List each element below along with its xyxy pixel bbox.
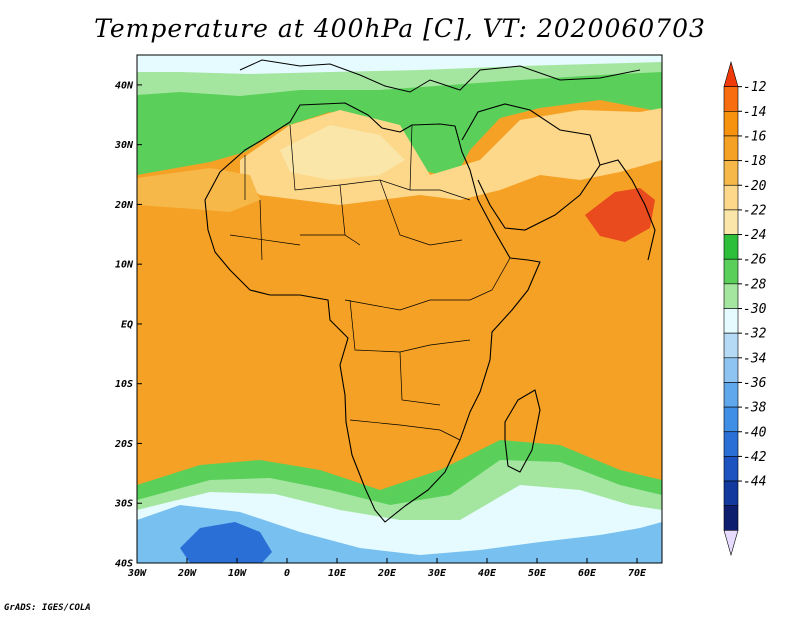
- colorbar-label: -28: [743, 277, 767, 292]
- country-borders: [229, 124, 511, 441]
- colorbar-label: -26: [743, 253, 767, 268]
- india-coast: [599, 159, 656, 261]
- longitude-labels: 30W 20W 10W 0 10E 20E 30E 40E 50E 60E 70E: [127, 568, 647, 579]
- colorbar-label: -42: [743, 450, 767, 465]
- lat-label-eq: EQ: [121, 319, 133, 330]
- colorbar-label: -12: [743, 80, 767, 95]
- lat-label-10n: 10N: [115, 260, 134, 271]
- colorbar-swatch: [723, 209, 739, 235]
- lat-label-30s: 30S: [114, 499, 133, 510]
- europe-coast: [239, 59, 641, 93]
- colorbar-labels: -12 -14 -16 -18 -20 -22 -24 -26 -28 -30 -32 -34 -36 -…: [738, 80, 767, 490]
- colorbar-label: -44: [743, 475, 766, 490]
- lon-label-0: 0: [284, 568, 290, 579]
- lon-label-30w: 30W: [127, 568, 147, 579]
- pale-yellow-light: [280, 125, 405, 180]
- colorbar-label: -32: [743, 327, 767, 342]
- arabian-sea-hot-spot: [585, 188, 655, 242]
- cold-core: [180, 522, 272, 563]
- colorbar-swatch: [723, 431, 739, 457]
- colorbar-swatch: [723, 184, 739, 211]
- colorbar-swatch: [723, 60, 739, 87]
- latitude-ticks: [137, 84, 142, 564]
- coastlines: [204, 102, 541, 523]
- colorbar-swatch: [723, 283, 739, 309]
- grads-credit: GrADS: IGES/COLA: [4, 603, 91, 613]
- lat-label-20n: 20N: [114, 200, 134, 211]
- lon-label-60e: 60E: [578, 568, 597, 579]
- colorbar-label: -14: [743, 105, 766, 120]
- lon-label-50e: 50E: [528, 568, 547, 579]
- lon-label-40e: 40E: [478, 568, 497, 579]
- lat-label-40n: 40N: [115, 80, 134, 91]
- lon-label-20w: 20W: [177, 568, 197, 579]
- colorbar-swatch: [723, 332, 739, 359]
- colorbar-swatch: [723, 480, 739, 506]
- colorbar-swatch: [723, 456, 739, 482]
- west-africa-light-orange: [137, 168, 260, 212]
- map-frame: [136, 54, 663, 564]
- colorbar-label: -40: [743, 425, 767, 440]
- colorbar-swatch: [723, 86, 739, 112]
- colorbar-swatch: [723, 160, 739, 186]
- colorbar-swatch: [723, 530, 739, 557]
- colorbar-swatch: [723, 111, 739, 137]
- colorbar-swatch: [723, 406, 739, 433]
- colorbar-swatch: [723, 234, 739, 260]
- temperature-field: [137, 55, 662, 563]
- lon-label-10w: 10W: [228, 568, 247, 579]
- colorbar-label: -34: [743, 351, 766, 366]
- colorbar-swatch: [723, 505, 739, 531]
- colorbar-label: -38: [743, 401, 767, 416]
- colorbar-label: -36: [743, 376, 767, 391]
- lon-label-30e: 30E: [427, 568, 447, 579]
- latitude-labels: 40N 30N 20N 10N EQ 10S 20S 30S 40S: [114, 80, 134, 569]
- colorbar-label: -18: [743, 154, 767, 169]
- colorbar-swatch: [723, 135, 739, 161]
- colorbar-label: -24: [743, 228, 766, 243]
- lat-label-40s: 40S: [115, 559, 133, 570]
- lat-label-30n: 30N: [114, 140, 134, 151]
- lon-label-70e: 70E: [628, 568, 647, 579]
- colorbar: [723, 60, 739, 557]
- longitude-ticks: [136, 558, 638, 563]
- lat-label-20s: 20S: [114, 439, 133, 450]
- map-title: Temperature at 400hPa [C], VT: 202006070…: [94, 14, 706, 43]
- colorbar-label: -20: [743, 179, 767, 194]
- lon-label-10e: 10E: [328, 568, 347, 579]
- colorbar-swatch: [723, 308, 739, 334]
- colorbar-swatch: [723, 382, 739, 408]
- colorbar-swatch: [723, 258, 739, 285]
- lat-label-10s: 10S: [115, 379, 133, 390]
- lon-label-20e: 20E: [377, 568, 397, 579]
- north-cyan-edge: [137, 55, 662, 74]
- colorbar-label: -30: [743, 302, 767, 317]
- colorbar-label: -16: [743, 129, 767, 144]
- colorbar-label: -22: [743, 203, 767, 218]
- colorbar-swatch: [723, 357, 739, 383]
